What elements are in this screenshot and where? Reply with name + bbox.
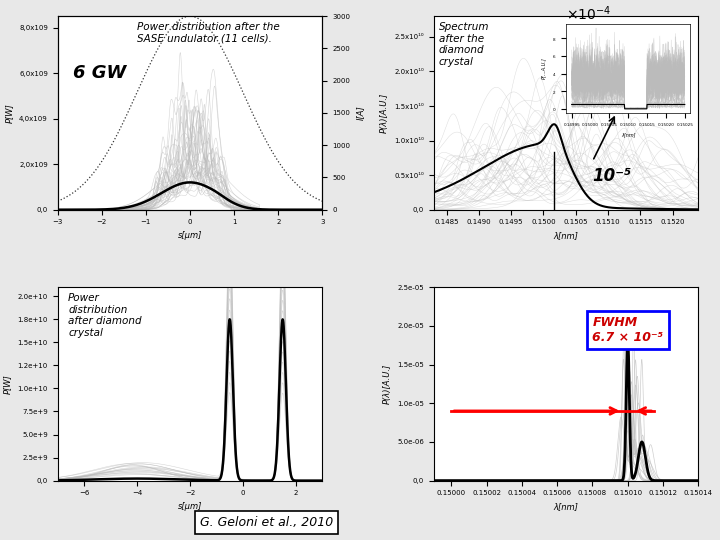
X-axis label: λ[nm]: λ[nm]	[554, 502, 578, 511]
Y-axis label: I[A]: I[A]	[356, 106, 364, 120]
Text: Power
distribution
after diamond
crystal: Power distribution after diamond crystal	[68, 293, 142, 338]
Y-axis label: P[W]: P[W]	[4, 103, 14, 123]
Y-axis label: P[W]: P[W]	[3, 374, 12, 394]
Text: 10⁻⁵: 10⁻⁵	[593, 167, 631, 185]
Text: FWHM
6.7 × 10⁻⁵: FWHM 6.7 × 10⁻⁵	[593, 316, 664, 344]
Y-axis label: P(λ)[A.U.]: P(λ)[A.U.]	[379, 93, 389, 133]
X-axis label: s[μm]: s[μm]	[178, 502, 202, 511]
X-axis label: λ[nm]: λ[nm]	[554, 231, 578, 240]
Text: 6 GW: 6 GW	[73, 64, 127, 82]
X-axis label: s[μm]: s[μm]	[178, 231, 202, 240]
Y-axis label: P(λ)[A.U.]: P(λ)[A.U.]	[382, 364, 392, 404]
Text: Power distribution after the
SASE undulator (11 cells).: Power distribution after the SASE undula…	[137, 22, 280, 44]
Text: G. Geloni et al., 2010: G. Geloni et al., 2010	[199, 516, 333, 529]
Text: Spectrum
after the
diamond
crystal: Spectrum after the diamond crystal	[439, 22, 490, 67]
